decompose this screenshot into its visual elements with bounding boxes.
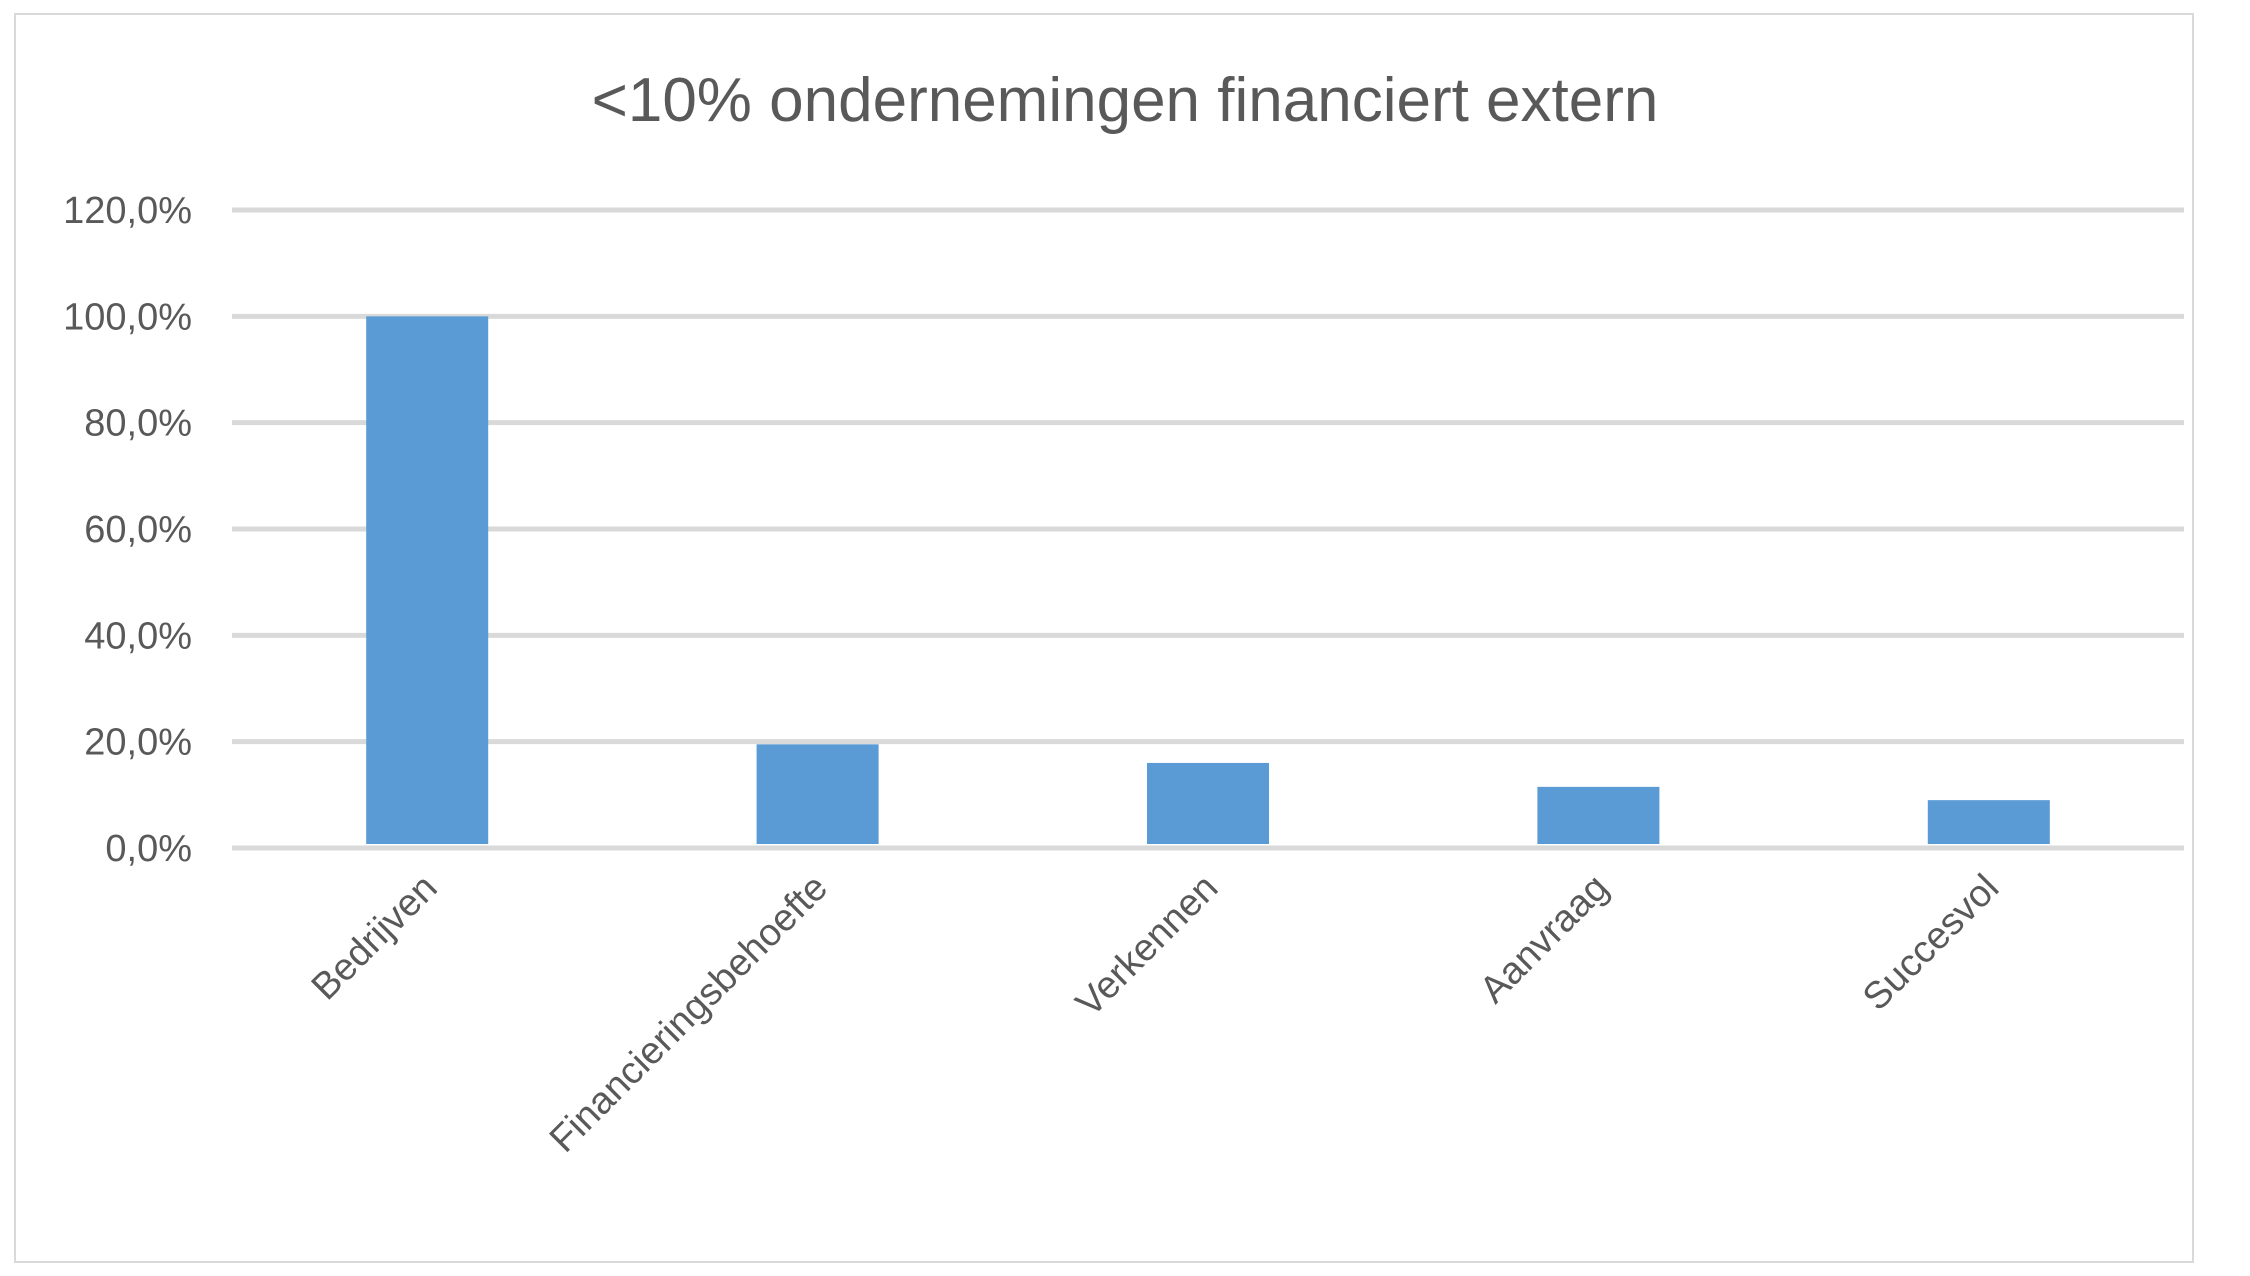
bar-bedrijven	[366, 316, 489, 844]
x-tick-label: Aanvraag	[1472, 867, 1617, 1012]
bar-succesvol	[1927, 800, 2050, 844]
y-tick-label: 80,0%	[84, 403, 192, 445]
chart-title: <10% ondernemingen financiert extern	[591, 66, 1659, 135]
y-tick-label: 120,0%	[63, 190, 192, 232]
bar-aanvraag	[1537, 786, 1660, 844]
x-tick-label: Succesvol	[1855, 867, 2007, 1019]
bar-verkennen	[1147, 762, 1269, 844]
x-tick-label: Verkennen	[1068, 867, 1226, 1025]
y-tick-label: 20,0%	[84, 722, 192, 764]
y-tick-label: 40,0%	[84, 615, 192, 657]
y-tick-label: 60,0%	[84, 509, 192, 551]
x-tick-label: Bedrijven	[304, 867, 446, 1009]
y-tick-label: 0,0%	[105, 828, 192, 870]
y-tick-label: 100,0%	[63, 296, 192, 338]
x-tick-label: Financieringsbehoefte	[542, 867, 836, 1161]
bar-financieringsbehoefte	[756, 744, 879, 844]
